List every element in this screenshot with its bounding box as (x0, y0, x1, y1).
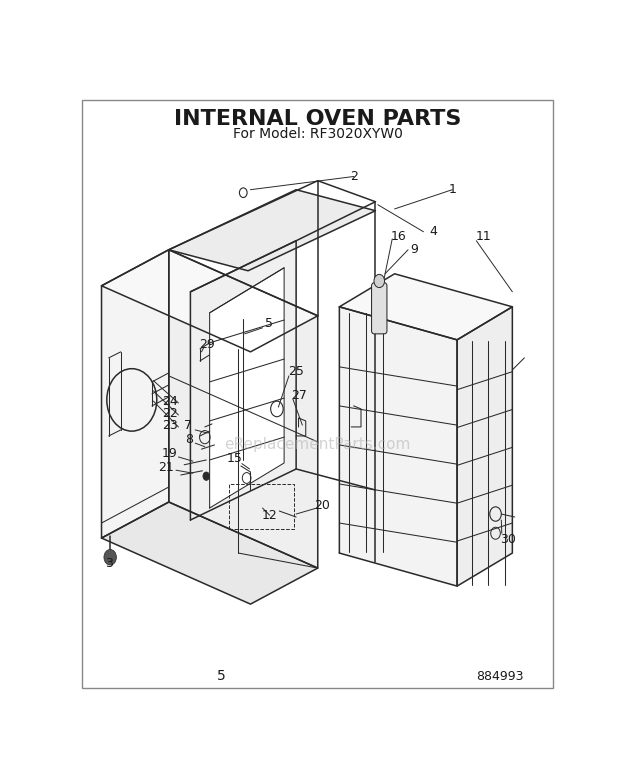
Polygon shape (339, 307, 457, 586)
Text: 25: 25 (288, 364, 304, 378)
Text: 4: 4 (429, 225, 437, 238)
Text: 3: 3 (105, 557, 113, 569)
Text: INTERNAL OVEN PARTS: INTERNAL OVEN PARTS (174, 109, 461, 129)
Text: 23: 23 (162, 419, 178, 431)
Text: 20: 20 (314, 498, 330, 512)
Polygon shape (102, 250, 169, 538)
Text: 9: 9 (410, 243, 418, 257)
Text: 2: 2 (350, 170, 358, 183)
Bar (229, 484, 294, 529)
Circle shape (374, 275, 384, 288)
Polygon shape (210, 268, 284, 508)
Text: 1: 1 (448, 183, 456, 197)
Text: For Model: RF3020XYW0: For Model: RF3020XYW0 (233, 127, 402, 141)
FancyBboxPatch shape (371, 283, 387, 334)
Polygon shape (339, 274, 512, 340)
Circle shape (203, 472, 210, 480)
Text: 22: 22 (162, 406, 178, 420)
Polygon shape (457, 307, 512, 586)
Text: eReplacementParts.com: eReplacementParts.com (224, 438, 411, 452)
Polygon shape (102, 502, 317, 604)
Polygon shape (169, 250, 317, 568)
Text: 30: 30 (500, 533, 515, 546)
Text: 21: 21 (159, 461, 174, 473)
Polygon shape (169, 190, 376, 271)
Text: 15: 15 (227, 452, 243, 465)
Text: 8: 8 (185, 433, 193, 446)
Text: 11: 11 (476, 230, 492, 243)
Text: 5: 5 (217, 669, 226, 683)
Text: 29: 29 (200, 339, 215, 351)
Text: 884993: 884993 (477, 670, 524, 682)
Circle shape (104, 549, 117, 565)
Polygon shape (190, 241, 296, 520)
Text: 24: 24 (162, 395, 178, 408)
Text: 16: 16 (391, 230, 406, 243)
Text: 5: 5 (265, 317, 273, 329)
Text: 12: 12 (262, 509, 278, 522)
Text: 19: 19 (162, 448, 178, 460)
Polygon shape (102, 250, 317, 352)
Text: 7: 7 (184, 419, 192, 431)
Text: 27: 27 (291, 388, 308, 402)
